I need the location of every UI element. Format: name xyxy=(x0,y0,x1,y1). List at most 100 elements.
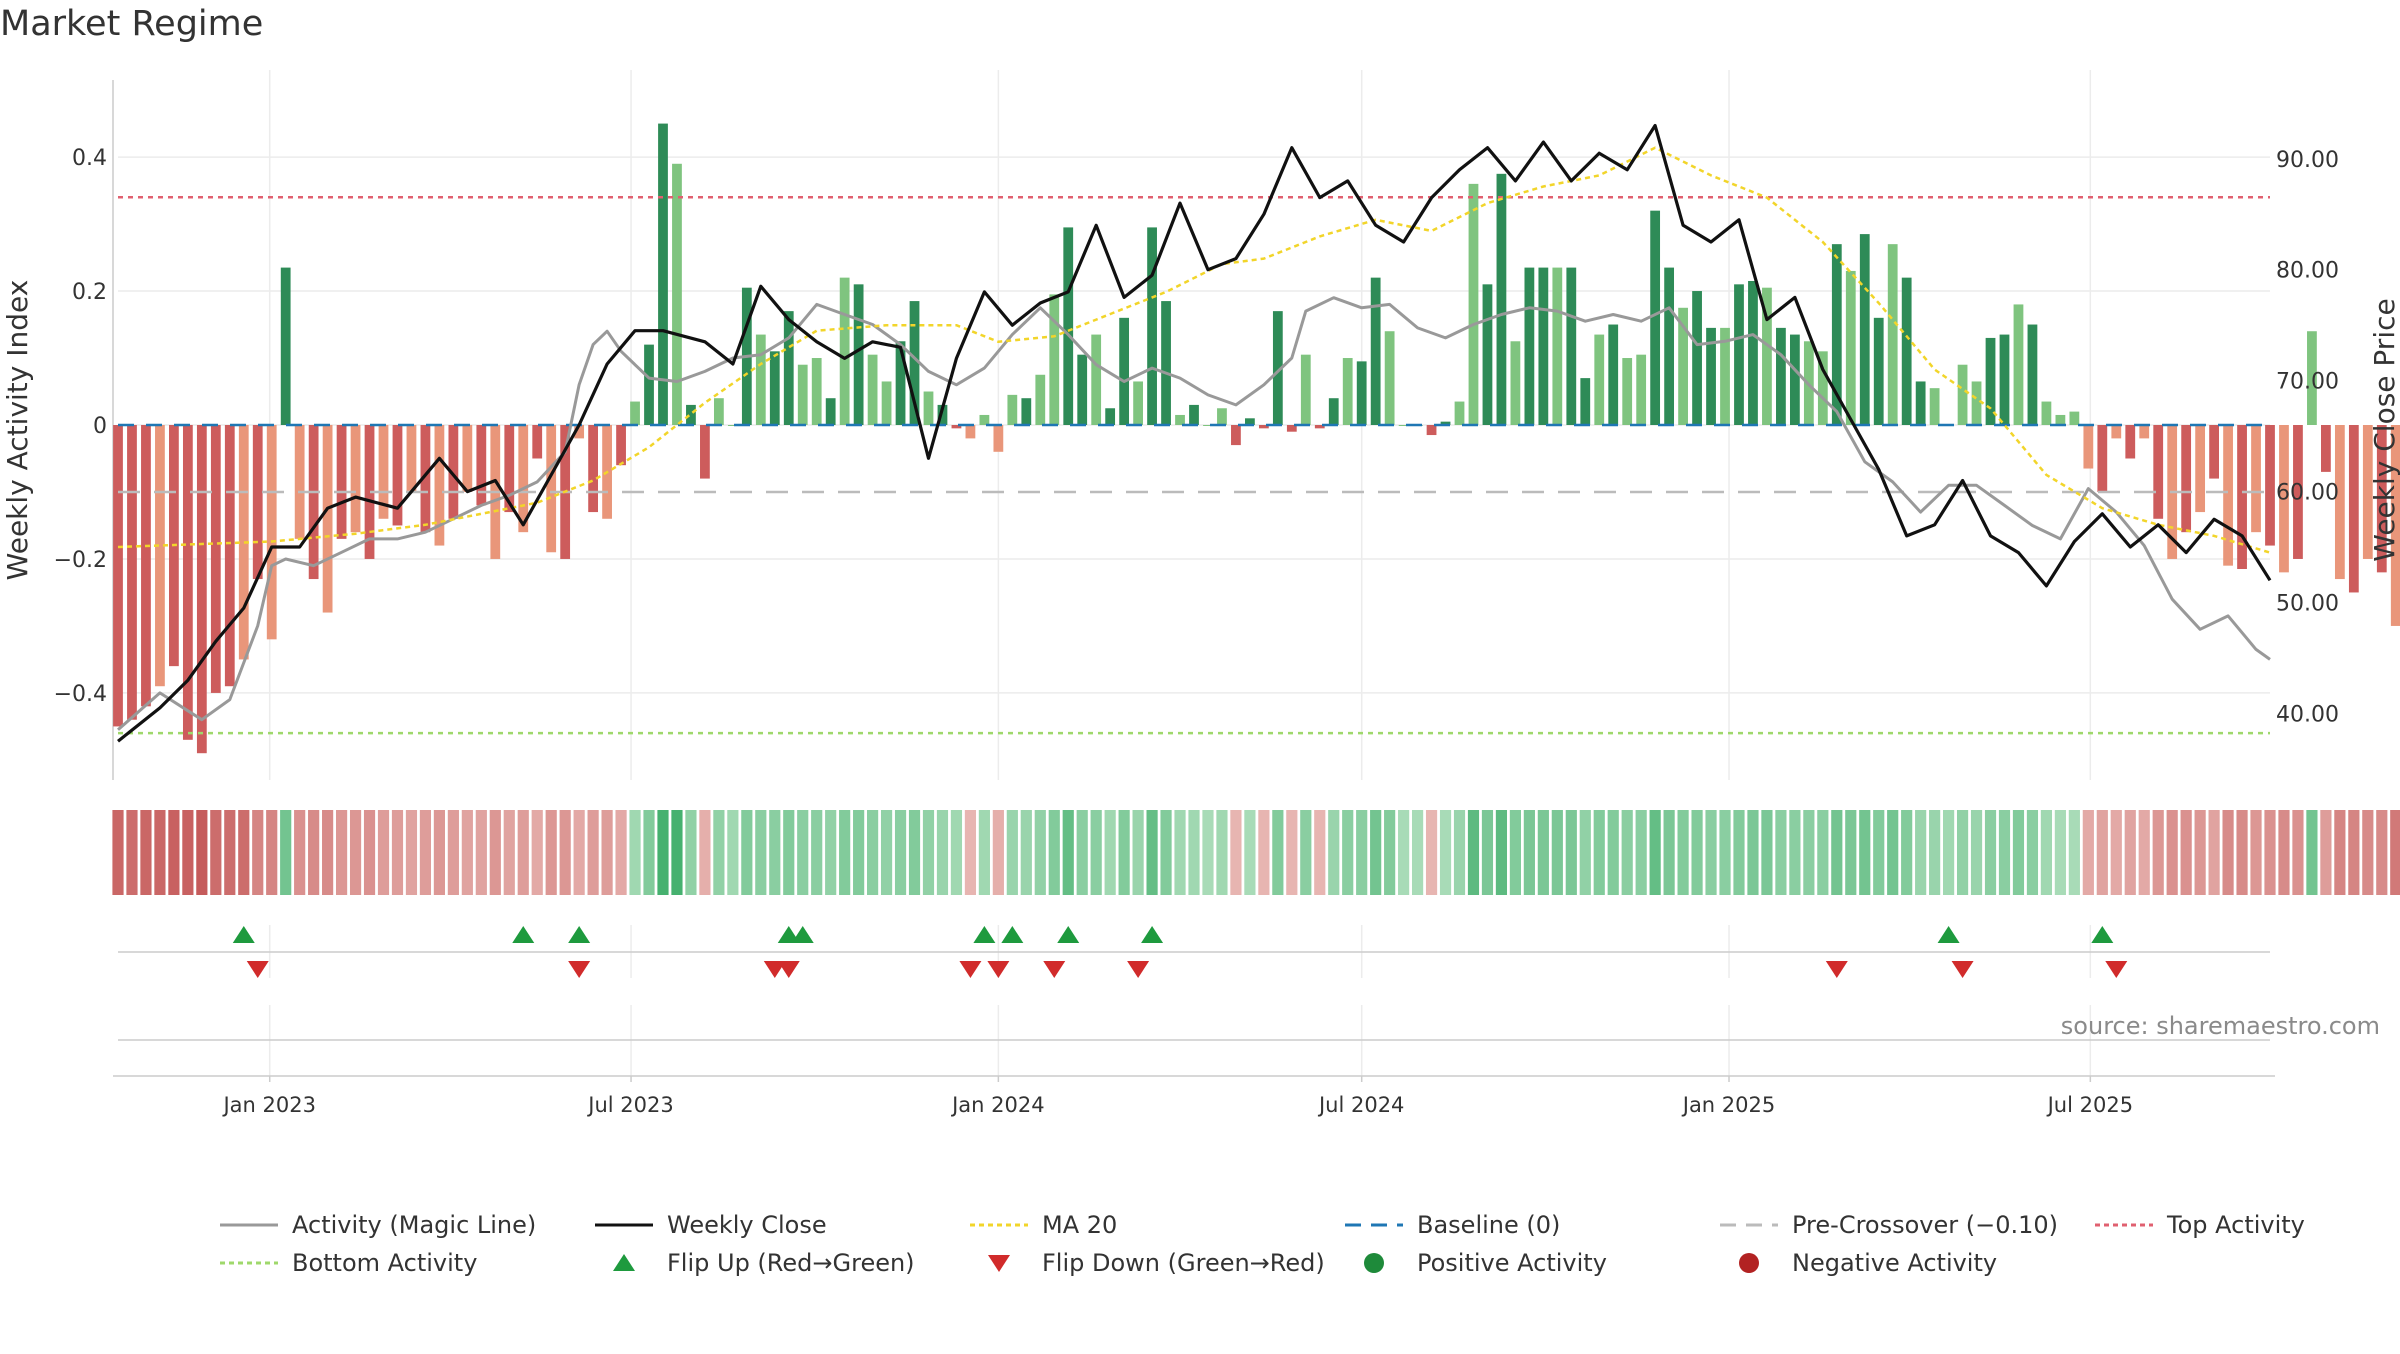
activity-bar xyxy=(1175,414,1185,425)
activity-bar xyxy=(867,354,878,425)
regime-strip-cell xyxy=(1593,810,1605,895)
regime-strip-cell xyxy=(308,810,320,895)
regime-strip-cell xyxy=(797,810,809,895)
flip-down-marker xyxy=(777,961,800,978)
activity-bar xyxy=(2111,425,2122,439)
regime-strip-cell xyxy=(699,810,711,895)
activity-bar xyxy=(1622,358,1633,425)
activity-bar xyxy=(1217,408,1227,425)
activity-bar xyxy=(1496,173,1507,425)
regime-strip-cell xyxy=(1775,810,1787,895)
flip-up-marker xyxy=(512,926,535,943)
regime-strip-cell xyxy=(1258,810,1270,895)
activity-bar xyxy=(1664,267,1675,425)
regime-strip-cell xyxy=(1621,810,1633,895)
flip-up-marker xyxy=(1937,926,1960,943)
activity-bar xyxy=(1650,210,1661,425)
regime-strip-cell xyxy=(1956,810,1969,895)
activity-bar xyxy=(2153,425,2164,519)
regime-strip-cell xyxy=(1356,810,1368,895)
regime-strip-cell xyxy=(2250,810,2262,895)
activity-bar xyxy=(294,425,305,539)
activity-bar xyxy=(1789,334,1800,425)
activity-bar xyxy=(853,284,864,425)
regime-strip-cell xyxy=(1202,810,1214,895)
activity-bar xyxy=(1245,418,1255,425)
flip-up-marker xyxy=(973,926,996,943)
regime-strip-cell xyxy=(601,810,613,895)
activity-bar xyxy=(2055,414,2066,425)
flip-up-marker xyxy=(1057,926,1080,943)
activity-bar xyxy=(2237,425,2247,570)
regime-strip-cell xyxy=(992,810,1004,895)
regime-strip-cell xyxy=(1244,810,1256,895)
activity-bar xyxy=(1748,280,1758,425)
activity-bar xyxy=(1720,327,1730,425)
flip-down-marker xyxy=(987,961,1010,978)
regime-strip-cell xyxy=(839,810,851,895)
activity-bar xyxy=(2195,425,2206,513)
page-title: Market Regime xyxy=(0,4,264,44)
activity-bar xyxy=(1538,267,1549,425)
activity-bar xyxy=(392,425,403,526)
activity-bar xyxy=(1356,361,1367,425)
regime-strip-cell xyxy=(1761,810,1773,895)
regime-strip-cell xyxy=(2278,810,2290,895)
activity-bar xyxy=(811,358,822,425)
regime-strip-cell xyxy=(1118,810,1130,895)
y-tick-label-left: 0.2 xyxy=(72,280,107,305)
regime-strip-cell xyxy=(685,810,697,895)
regime-strip-cell xyxy=(2194,810,2206,895)
activity-bar xyxy=(406,425,417,492)
regime-strip-cell xyxy=(1747,810,1759,895)
flip-down-marker xyxy=(1825,961,1848,978)
activity-bar xyxy=(1845,270,1856,425)
regime-strip-cell xyxy=(1705,810,1717,895)
activity-bar xyxy=(420,425,431,533)
flip-up-marker xyxy=(1141,926,1164,943)
activity-bar xyxy=(1105,408,1116,425)
regime-strip-cell xyxy=(503,810,515,895)
regime-strip-cell xyxy=(419,810,432,895)
regime-strip-cell xyxy=(112,810,124,895)
regime-strip-cell xyxy=(1789,810,1801,895)
activity-bar xyxy=(280,267,291,425)
regime-strip-cell xyxy=(1509,810,1521,895)
flip-down-marker xyxy=(1127,961,1150,978)
activity-bar xyxy=(1300,354,1311,425)
activity-bar xyxy=(238,425,249,660)
regime-strip-cell xyxy=(1803,810,1815,895)
regime-strip-cell xyxy=(2040,810,2053,895)
activity-bar xyxy=(1873,317,1884,425)
activity-bar xyxy=(196,425,207,754)
regime-strip-cell xyxy=(1970,810,1983,895)
activity-bar xyxy=(1985,337,1996,425)
activity-bar xyxy=(266,425,277,640)
activity-bar xyxy=(1999,334,2010,425)
flip-up-marker xyxy=(2091,926,2114,943)
x-tick-label: Jul 2023 xyxy=(586,1093,673,1117)
flip-up-markers xyxy=(232,926,2114,943)
regime-strip-cell xyxy=(322,810,334,895)
regime-strip-cell xyxy=(1384,810,1396,895)
activity-bar xyxy=(2013,304,2024,425)
flip-down-marker xyxy=(568,961,591,978)
ma20-line xyxy=(117,146,2271,554)
regime-strip-cell xyxy=(573,810,585,895)
regime-strip-cell xyxy=(2222,810,2234,895)
regime-strip-cell xyxy=(2264,810,2276,895)
x-tick-label: Jan 2025 xyxy=(1681,1093,1776,1117)
flip-down-marker xyxy=(2105,961,2128,978)
activity-bar xyxy=(2307,331,2317,425)
regime-strip-cell xyxy=(922,810,935,895)
activity-bar xyxy=(2027,324,2038,425)
activity-bar xyxy=(1734,284,1744,425)
regime-strip-cell xyxy=(1104,810,1116,895)
activity-bar xyxy=(937,404,948,425)
regime-strip-cell xyxy=(294,810,306,895)
regime-strip-cell xyxy=(1314,810,1326,895)
regime-strip-cell xyxy=(713,810,725,895)
regime-strip-cell xyxy=(1090,810,1102,895)
